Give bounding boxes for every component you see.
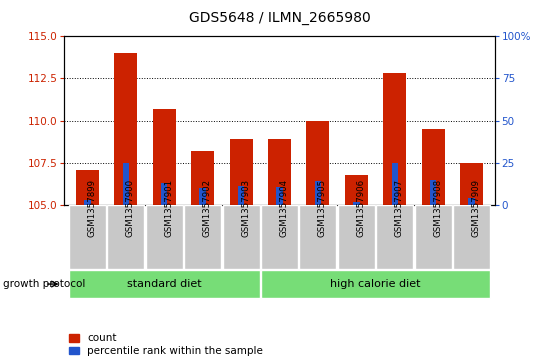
FancyBboxPatch shape — [146, 205, 183, 269]
Bar — [315, 182, 321, 205]
Bar — [268, 139, 291, 205]
Bar — [122, 163, 129, 205]
FancyBboxPatch shape — [261, 205, 298, 269]
Text: GSM1357907: GSM1357907 — [395, 179, 404, 237]
Text: GSM1357904: GSM1357904 — [280, 179, 288, 237]
Text: standard diet: standard diet — [127, 279, 201, 289]
Bar — [421, 129, 445, 205]
Bar — [306, 121, 329, 205]
Bar — [345, 175, 368, 205]
Bar — [468, 198, 475, 205]
FancyBboxPatch shape — [338, 205, 375, 269]
Text: growth protocol: growth protocol — [3, 279, 85, 289]
Bar — [391, 163, 398, 205]
Bar — [353, 202, 359, 205]
Text: GSM1357902: GSM1357902 — [203, 179, 212, 237]
Text: high calorie diet: high calorie diet — [330, 279, 421, 289]
Text: GSM1357906: GSM1357906 — [357, 179, 366, 237]
Text: GSM1357900: GSM1357900 — [126, 179, 135, 237]
FancyBboxPatch shape — [69, 205, 106, 269]
Text: GSM1357905: GSM1357905 — [318, 179, 327, 237]
FancyBboxPatch shape — [453, 205, 490, 269]
FancyBboxPatch shape — [107, 205, 144, 269]
Text: GSM1357899: GSM1357899 — [87, 179, 96, 237]
Bar — [230, 139, 253, 205]
Bar — [200, 188, 206, 205]
FancyBboxPatch shape — [376, 205, 413, 269]
FancyBboxPatch shape — [69, 270, 259, 298]
FancyBboxPatch shape — [300, 205, 337, 269]
Bar — [460, 163, 483, 205]
Text: GSM1357903: GSM1357903 — [241, 179, 250, 237]
Text: GDS5648 / ILMN_2665980: GDS5648 / ILMN_2665980 — [188, 11, 371, 25]
Bar — [238, 186, 244, 205]
Bar — [76, 170, 99, 205]
Legend: count, percentile rank within the sample: count, percentile rank within the sample — [69, 333, 263, 356]
FancyBboxPatch shape — [222, 205, 259, 269]
FancyBboxPatch shape — [261, 270, 490, 298]
Bar — [383, 73, 406, 205]
Text: GSM1357908: GSM1357908 — [433, 179, 442, 237]
Text: GSM1357909: GSM1357909 — [472, 179, 481, 237]
FancyBboxPatch shape — [415, 205, 452, 269]
Bar — [161, 183, 168, 205]
Bar — [276, 187, 283, 205]
FancyBboxPatch shape — [184, 205, 221, 269]
Bar — [153, 109, 176, 205]
Bar — [84, 200, 91, 205]
Bar — [114, 53, 138, 205]
Bar — [191, 151, 214, 205]
Text: GSM1357901: GSM1357901 — [164, 179, 173, 237]
Bar — [430, 180, 437, 205]
